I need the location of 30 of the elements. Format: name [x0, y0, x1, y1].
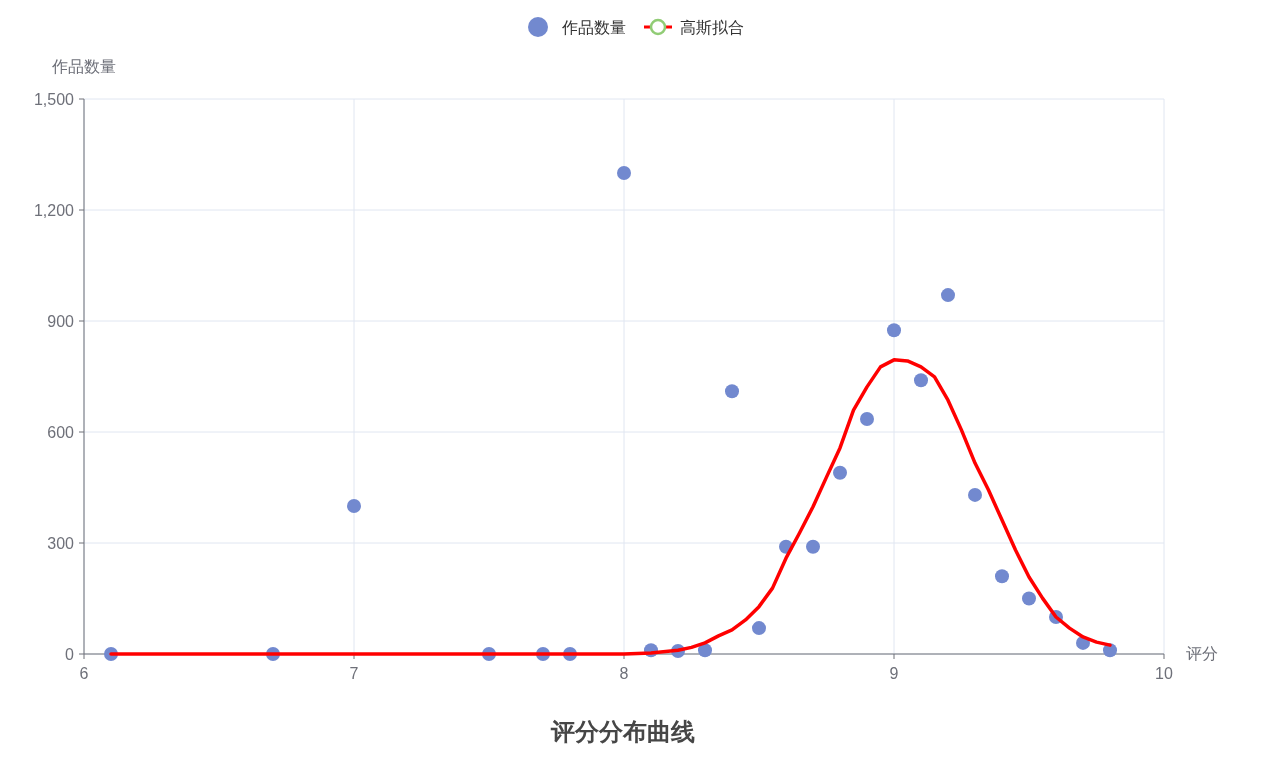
point: [914, 373, 928, 388]
point: [698, 643, 712, 658]
y-tick-label: 1,200: [33, 202, 75, 219]
x-tick-label: 9: [889, 665, 899, 682]
point: [617, 166, 631, 180]
legend-label: 高斯拟合: [680, 19, 744, 36]
point: [752, 621, 766, 636]
point: [941, 288, 955, 303]
point: [347, 499, 361, 513]
y-tick-label: 0: [65, 646, 75, 663]
x-tick-label: 7: [349, 665, 359, 682]
x-axis-title: 评分: [1186, 645, 1218, 662]
y-tick-label: 1,500: [33, 91, 75, 108]
point: [725, 384, 739, 399]
x-tick-label: 10: [1155, 665, 1173, 682]
text: 评分分布曲线: [550, 718, 695, 745]
y-tick-label: 600: [47, 424, 75, 441]
y-axis-title: 作品数量: [51, 58, 116, 75]
y-tick-label: 300: [47, 535, 75, 552]
point: [995, 569, 1009, 584]
point: [860, 412, 874, 427]
point: [833, 465, 847, 480]
point: [806, 539, 820, 554]
x-tick-label: 6: [79, 665, 89, 682]
y-tick-label: 900: [47, 313, 75, 330]
point: [968, 487, 982, 502]
legend-label: 作品数量: [561, 19, 626, 36]
x-tick-label: 8: [619, 665, 629, 682]
point: [887, 323, 901, 338]
point: [1022, 591, 1036, 606]
